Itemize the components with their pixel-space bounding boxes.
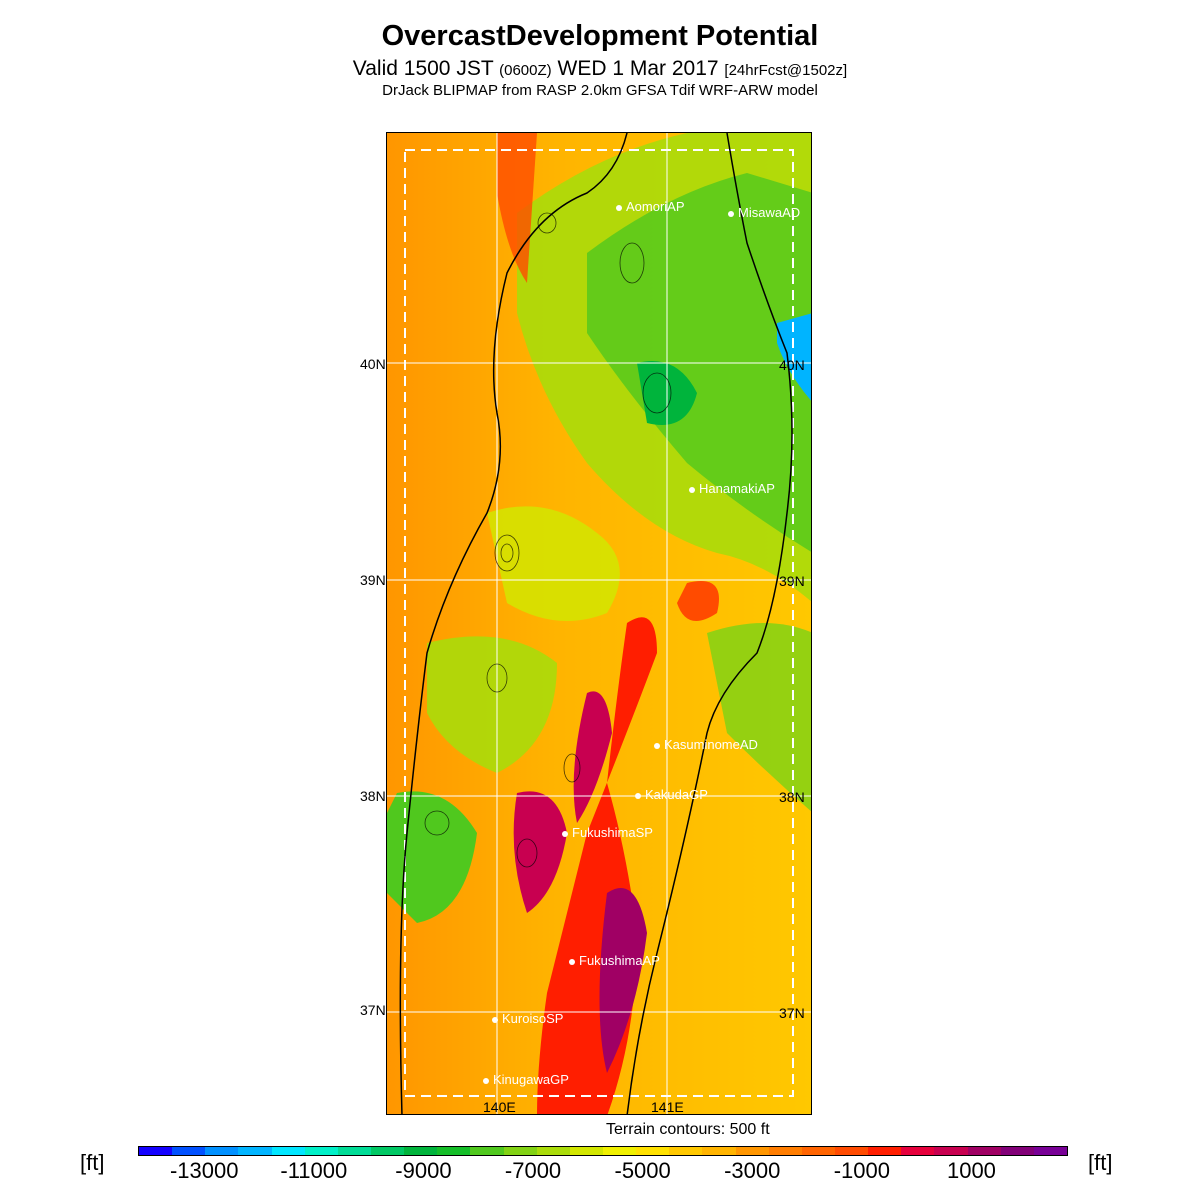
colorbar-swatch bbox=[735, 1147, 769, 1155]
colorbar-swatch bbox=[901, 1147, 935, 1155]
city-label: MisawaAD bbox=[738, 205, 801, 220]
colorbar-swatch bbox=[702, 1147, 736, 1155]
city-label: FukushimaAP bbox=[579, 953, 660, 968]
colorbar-swatch bbox=[304, 1147, 338, 1155]
colorbar-tick-label: 1000 bbox=[946, 1158, 996, 1183]
city-marker bbox=[654, 742, 660, 749]
colorbar-tick-label: -3000 bbox=[724, 1158, 781, 1183]
map-title: OvercastDevelopment Potential bbox=[381, 20, 819, 52]
forecast-info: [24hrFcst@1502z] bbox=[724, 62, 848, 79]
lon-label-141e-bottom: 141E bbox=[651, 1099, 684, 1115]
lat-label-37n-right: 37N bbox=[779, 1005, 805, 1021]
city-marker bbox=[483, 1077, 489, 1084]
lon-label-141e: 141E bbox=[651, 132, 684, 133]
colorbar-swatch bbox=[1000, 1147, 1034, 1155]
city-marker bbox=[562, 830, 568, 837]
valid-date: WED 1 Mar 2017 bbox=[557, 57, 719, 80]
city-kinugawagp: KinugawaGP bbox=[483, 1072, 569, 1087]
valid-time: Valid 1500 JST bbox=[352, 57, 494, 80]
colorbar-swatch bbox=[1033, 1147, 1067, 1155]
city-label: KakudaGP bbox=[645, 787, 708, 802]
colorbar-swatch bbox=[370, 1147, 405, 1155]
city-misawaad: MisawaAD bbox=[728, 205, 800, 220]
city-fukushimaap: FukushimaAP bbox=[569, 953, 660, 968]
city-marker bbox=[616, 204, 622, 211]
colorbar-swatch bbox=[271, 1147, 305, 1155]
colorbar-swatch bbox=[337, 1147, 371, 1155]
city-marker bbox=[492, 1016, 498, 1023]
city-hanamakiap: HanamakiAP bbox=[689, 481, 775, 496]
lat-label-38n-right: 38N bbox=[779, 789, 805, 805]
colorbar-tick-label: -5000 bbox=[614, 1158, 671, 1183]
colorbar-tick-label: -1000 bbox=[833, 1158, 890, 1183]
city-kasuminomead: KasuminomeAD bbox=[654, 737, 758, 752]
colorbar-swatch bbox=[139, 1147, 173, 1155]
colorbar-swatch bbox=[205, 1147, 239, 1155]
lon-label-140e-bottom: 140E bbox=[483, 1099, 516, 1115]
lat-label-38n: 38N bbox=[360, 788, 386, 804]
colorbar-swatch bbox=[934, 1147, 968, 1155]
colorbar-swatch bbox=[967, 1147, 1001, 1155]
city-aomoriap: AomoriAP bbox=[616, 199, 685, 214]
terrain-contour-note: Terrain contours: 500 ft bbox=[606, 1121, 770, 1138]
colorbar-swatch bbox=[669, 1147, 703, 1155]
city-label: KinugawaGP bbox=[493, 1072, 569, 1087]
colorbar-swatch bbox=[536, 1147, 570, 1155]
colorbar bbox=[138, 1146, 1068, 1156]
city-kakudagp: KakudaGP bbox=[635, 787, 708, 802]
colorbar-swatch bbox=[801, 1147, 835, 1155]
colorbar-swatch bbox=[503, 1147, 537, 1155]
city-marker bbox=[728, 210, 734, 217]
city-label: KasuminomeAD bbox=[664, 737, 758, 752]
city-marker bbox=[689, 486, 695, 493]
lat-label-39n-right: 39N bbox=[779, 573, 805, 589]
forecast-map: 140E 141E 40N 39N 38N 37N 140E 141E Aomo… bbox=[386, 132, 812, 1115]
lat-label-40n-right: 40N bbox=[779, 357, 805, 373]
colorbar-swatch bbox=[238, 1147, 272, 1155]
valid-time-line: Valid 1500 JST (0600Z) WED 1 Mar 2017 [2… bbox=[0, 57, 1200, 81]
colorbar-swatch bbox=[768, 1147, 802, 1155]
lon-label-140e: 140E bbox=[483, 132, 516, 133]
city-label: HanamakiAP bbox=[699, 481, 775, 496]
map-field bbox=[387, 133, 811, 1114]
city-label: AomoriAP bbox=[626, 199, 685, 214]
colorbar-swatch bbox=[470, 1147, 504, 1155]
zulu-time: (0600Z) bbox=[499, 62, 552, 79]
city-kuroisosp: KuroisoSP bbox=[492, 1011, 563, 1026]
model-description: DrJack BLIPMAP from RASP 2.0km GFSA Tdif… bbox=[382, 82, 818, 99]
colorbar-swatch bbox=[569, 1147, 603, 1155]
colorbar-swatch bbox=[602, 1147, 637, 1155]
colorbar-tick-label: -11000 bbox=[280, 1158, 348, 1183]
colorbar-tick-label: -13000 bbox=[169, 1158, 239, 1183]
lat-label-37n: 37N bbox=[360, 1002, 386, 1018]
colorbar-swatch bbox=[437, 1147, 471, 1155]
colorbar-swatch bbox=[404, 1147, 438, 1155]
city-fukushimasp: FukushimaSP bbox=[562, 825, 653, 840]
colorbar-tick-label: -7000 bbox=[504, 1158, 562, 1183]
city-label: FukushimaSP bbox=[572, 825, 653, 840]
colorbar-swatch bbox=[868, 1147, 902, 1155]
colorbar-unit-right: [ft] bbox=[1088, 1150, 1113, 1175]
colorbar-tick-label: -9000 bbox=[395, 1158, 452, 1183]
city-marker bbox=[569, 958, 575, 965]
lat-label-39n: 39N bbox=[360, 572, 386, 588]
city-label: KuroisoSP bbox=[502, 1011, 564, 1026]
colorbar-swatch bbox=[636, 1147, 670, 1155]
lat-label-40n: 40N bbox=[360, 356, 386, 372]
colorbar-swatch bbox=[834, 1147, 869, 1155]
colorbar-unit-left: [ft] bbox=[80, 1150, 105, 1175]
colorbar-swatch bbox=[172, 1147, 206, 1155]
city-marker bbox=[635, 792, 641, 799]
